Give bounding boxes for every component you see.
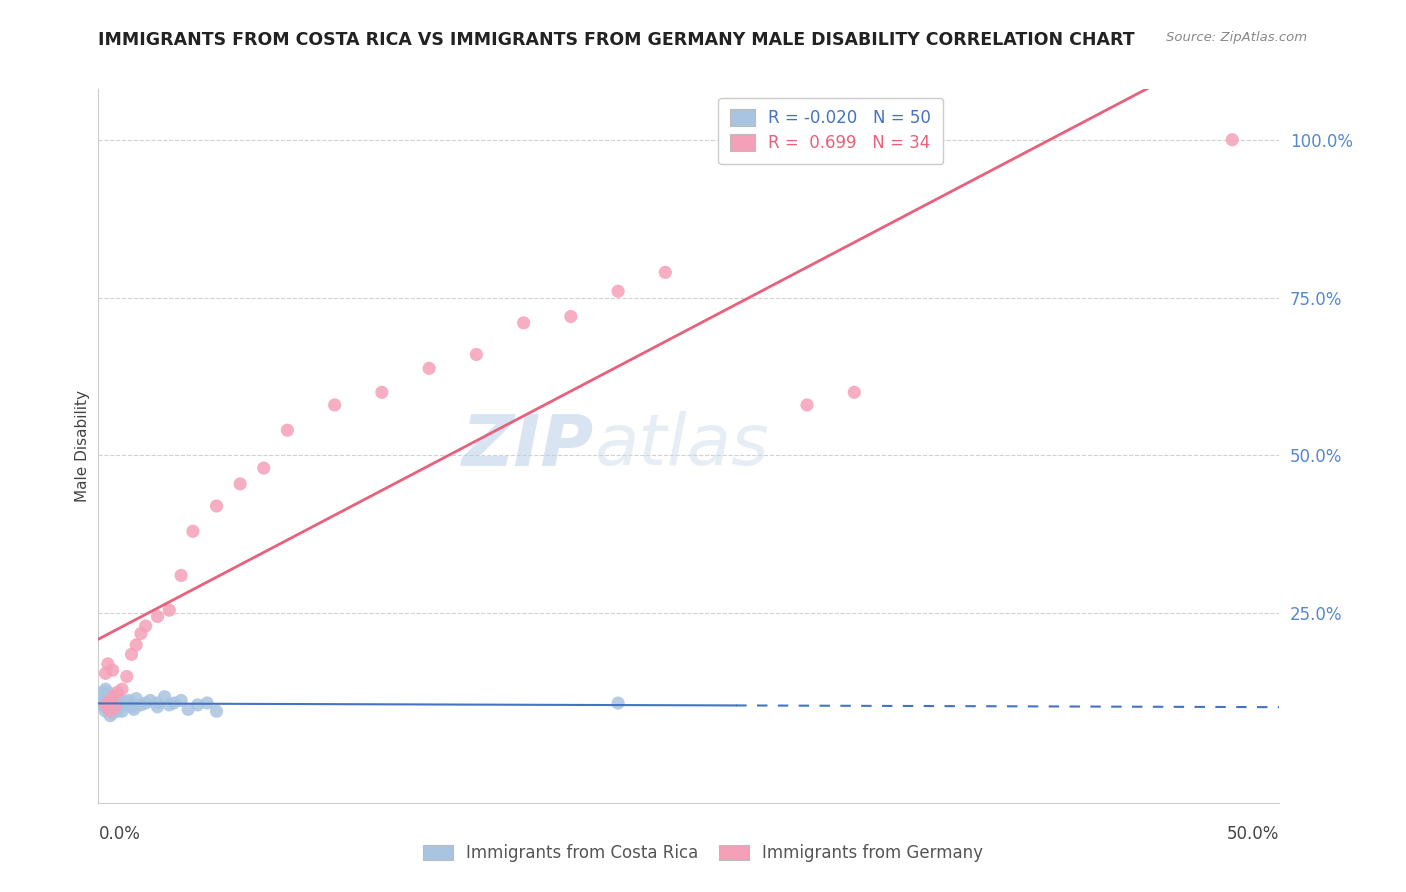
Point [177, 702, 200, 716]
Point [170, 568, 193, 582]
Point [195, 696, 218, 710]
Point [104, 693, 127, 707]
Point [122, 702, 145, 716]
Legend: R = -0.020   N = 50, R =  0.699   N = 34: R = -0.020 N = 50, R = 0.699 N = 34 [718, 97, 943, 164]
Point [91, 693, 114, 707]
Point [129, 626, 152, 640]
Point [135, 619, 157, 633]
Point [94, 682, 117, 697]
Point [129, 698, 152, 712]
Point [97, 685, 120, 699]
Point [111, 704, 134, 718]
Point [146, 696, 169, 710]
Point [108, 696, 131, 710]
Point [105, 690, 128, 704]
Point [94, 666, 117, 681]
Point [97, 698, 120, 712]
Point [157, 603, 180, 617]
Point [97, 657, 120, 671]
Text: Source: ZipAtlas.com: Source: ZipAtlas.com [1167, 31, 1308, 45]
Point [229, 476, 252, 491]
Point [90, 698, 112, 712]
Point [560, 310, 582, 324]
Point [91, 696, 114, 710]
Point [276, 423, 298, 437]
Point [111, 682, 134, 697]
Point [91, 685, 114, 699]
Point [146, 699, 169, 714]
Point [181, 524, 204, 539]
Point [98, 701, 121, 715]
Point [157, 698, 180, 712]
Point [253, 461, 276, 475]
Point [105, 685, 128, 699]
Point [654, 265, 676, 279]
Point [512, 316, 534, 330]
Point [170, 693, 193, 707]
Point [371, 385, 394, 400]
Point [101, 690, 124, 704]
Point [105, 698, 128, 712]
Text: 50.0%: 50.0% [1227, 825, 1279, 843]
Point [98, 689, 121, 703]
Point [146, 609, 169, 624]
Point [607, 285, 630, 299]
Point [98, 704, 121, 718]
Point [125, 638, 148, 652]
Point [163, 696, 186, 710]
Point [115, 696, 138, 710]
Text: atlas: atlas [595, 411, 769, 481]
Text: ZIP: ZIP [463, 411, 595, 481]
Point [105, 704, 128, 718]
Point [844, 385, 866, 400]
Point [153, 690, 176, 704]
Point [101, 699, 124, 714]
Point [104, 690, 127, 704]
Point [101, 663, 124, 677]
Point [98, 708, 121, 723]
Point [465, 347, 488, 361]
Point [94, 704, 117, 718]
Y-axis label: Male Disability: Male Disability [75, 390, 90, 502]
Point [97, 691, 120, 706]
Point [121, 699, 143, 714]
Legend: Immigrants from Costa Rica, Immigrants from Germany: Immigrants from Costa Rica, Immigrants f… [415, 836, 991, 871]
Point [205, 499, 228, 513]
Point [121, 648, 143, 662]
Point [101, 706, 124, 720]
Point [98, 696, 121, 710]
Point [94, 699, 117, 714]
Text: IMMIGRANTS FROM COSTA RICA VS IMMIGRANTS FROM GERMANY MALE DISABILITY CORRELATIO: IMMIGRANTS FROM COSTA RICA VS IMMIGRANTS… [98, 31, 1135, 49]
Point [94, 690, 117, 704]
Point [323, 398, 346, 412]
Point [94, 698, 117, 712]
Point [187, 698, 209, 712]
Point [205, 704, 228, 718]
Point [796, 398, 818, 412]
Point [112, 698, 135, 712]
Point [125, 691, 148, 706]
Point [101, 695, 124, 709]
Point [104, 699, 127, 714]
Point [111, 693, 134, 707]
Point [139, 693, 162, 707]
Point [97, 702, 120, 716]
Point [135, 696, 157, 710]
Point [418, 361, 440, 376]
Point [607, 696, 630, 710]
Point [1220, 133, 1243, 147]
Point [115, 669, 138, 683]
Point [108, 699, 131, 714]
Point [104, 702, 127, 716]
Point [97, 696, 120, 710]
Point [108, 698, 131, 712]
Text: 0.0%: 0.0% [98, 825, 141, 843]
Point [118, 693, 141, 707]
